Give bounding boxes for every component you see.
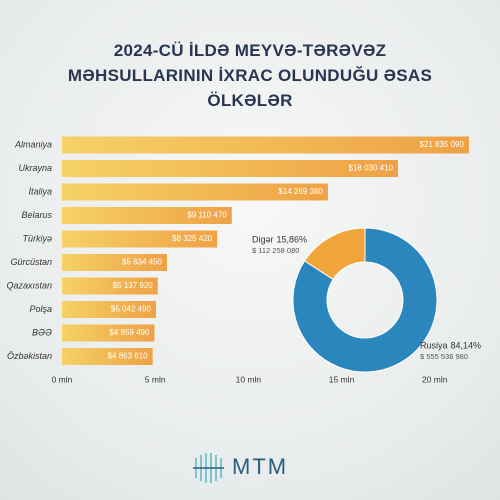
value-label: $5 634 450 [122,258,163,267]
logo-text: MTM [232,454,288,479]
x-tick-label: 20 mln [422,374,448,384]
value-label: $21 835 090 [419,140,464,149]
bar [62,301,156,318]
bar [62,207,232,224]
category-label: İtaliya [28,186,52,196]
category-label: Gürcüstan [10,257,52,267]
value-label: $18 030 410 [349,164,394,173]
logo-icon [193,453,224,483]
category-label: Türkiyə [22,233,52,243]
value-label: $8 325 420 [172,234,213,243]
category-label: Belarus [21,210,52,220]
category-label: Özbəkistan [7,351,52,361]
value-label: $5 042 490 [111,305,152,314]
slice-amount: $ 112 258 080 [252,246,299,255]
bar [62,183,328,201]
slice-label: Digər [252,234,274,244]
bar [62,348,153,365]
category-label: Almaniya [14,139,52,149]
slice-percent: 15,86% [277,234,308,244]
slice-amount: $ 555 536 980 [420,352,468,361]
x-tick-label: 0 mln [52,374,73,384]
value-label: $4 863 610 [108,352,149,361]
x-tick-label: 5 mln [145,374,166,384]
bar [62,277,158,295]
chart-title: 2024-CÜ İLDƏ MEYVƏ-TƏRƏVƏZ MƏHSULLARININ… [67,41,433,110]
slice-label: Rusiya [420,340,448,350]
category-label: Qazaxıstan [6,280,52,290]
bar [62,160,399,177]
category-label: BƏƏ [32,327,52,337]
bar [62,324,155,342]
value-label: $9 110 470 [187,211,227,220]
category-label: Polşa [29,304,52,314]
x-tick-label: 15 mln [329,374,355,384]
x-tick-label: 10 mln [236,374,262,384]
donut-slice [303,227,366,281]
value-label: $5 137 920 [113,281,154,290]
donut-slice [292,227,438,373]
bar [62,254,168,271]
bar [62,136,469,154]
value-label: $4 959 490 [109,328,150,337]
value-label: $14 269 380 [278,187,323,196]
slice-percent: 84,14% [451,340,482,350]
category-label: Ukrayna [18,163,52,173]
bar [62,230,218,248]
